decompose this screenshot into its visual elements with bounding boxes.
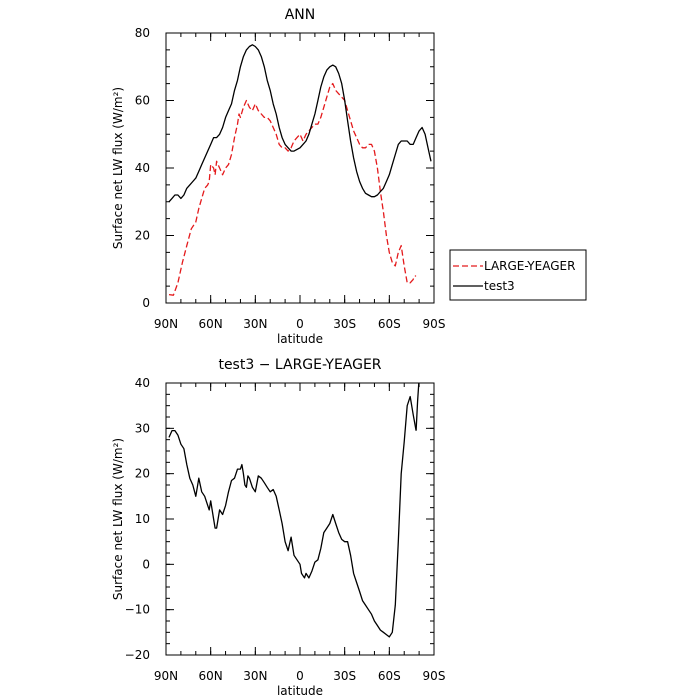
x-tick-label: 30S: [333, 669, 356, 683]
legend: LARGE-YEAGER test3: [449, 249, 587, 301]
x-tick-label: 90S: [423, 669, 446, 683]
x-tick-label: 30N: [243, 317, 267, 331]
y-tick-label: 40: [135, 161, 150, 175]
x-axis-label: latitude: [277, 684, 323, 698]
legend-label: LARGE-YEAGER: [484, 259, 575, 273]
x-tick-label: 60S: [378, 317, 401, 331]
x-tick-label: 90N: [154, 669, 178, 683]
series-line-large-yeager: [168, 82, 417, 296]
y-tick-label: 0: [142, 296, 150, 310]
plot-frame: [165, 32, 435, 304]
y-axis-label: Surface net LW flux (W/m²): [111, 87, 125, 249]
x-tick-label: 0: [296, 669, 304, 683]
y-tick-label: 20: [135, 467, 150, 481]
y-tick-label: −20: [125, 648, 150, 662]
series-line-test3: [168, 44, 432, 203]
y-tick-label: 40: [135, 376, 150, 390]
x-tick-label: 30N: [243, 669, 267, 683]
legend-label: test3: [484, 279, 515, 293]
chart-title: ANN: [285, 7, 316, 23]
y-axis-label: Surface net LW flux (W/m²): [111, 438, 125, 600]
y-tick-label: 20: [135, 229, 150, 243]
y-tick-label: 60: [135, 94, 150, 108]
chart-title: test3 − LARGE-YEAGER: [218, 357, 381, 373]
chart-panel-1: ANN 90N 60N 30N 0 30S 60S 90S 0 20 40 60 80 latitude S…: [111, 7, 587, 346]
y-tick-label: 0: [142, 557, 150, 571]
x-tick-label: 60N: [199, 317, 223, 331]
legend-box: [449, 249, 587, 301]
x-tick-label: 0: [296, 317, 304, 331]
y-tick-label: −10: [125, 603, 150, 617]
x-tick-label: 30S: [333, 317, 356, 331]
x-tick-label: 90S: [423, 317, 446, 331]
series-line-diff-1: [168, 395, 417, 638]
y-tick-label: 10: [135, 512, 150, 526]
chart-panel-2: test3 − LARGE-YEAGER 90N 60N 30N 0 30S 60S 90S −…: [111, 357, 445, 698]
x-axis-label: latitude: [277, 332, 323, 346]
x-tick-label: 60S: [378, 669, 401, 683]
y-tick-label: 80: [135, 26, 150, 40]
series-line-diff-2: [415, 383, 420, 431]
y-tick-label: 30: [135, 421, 150, 435]
x-tick-label: 90N: [154, 317, 178, 331]
x-tick-label: 60N: [199, 669, 223, 683]
